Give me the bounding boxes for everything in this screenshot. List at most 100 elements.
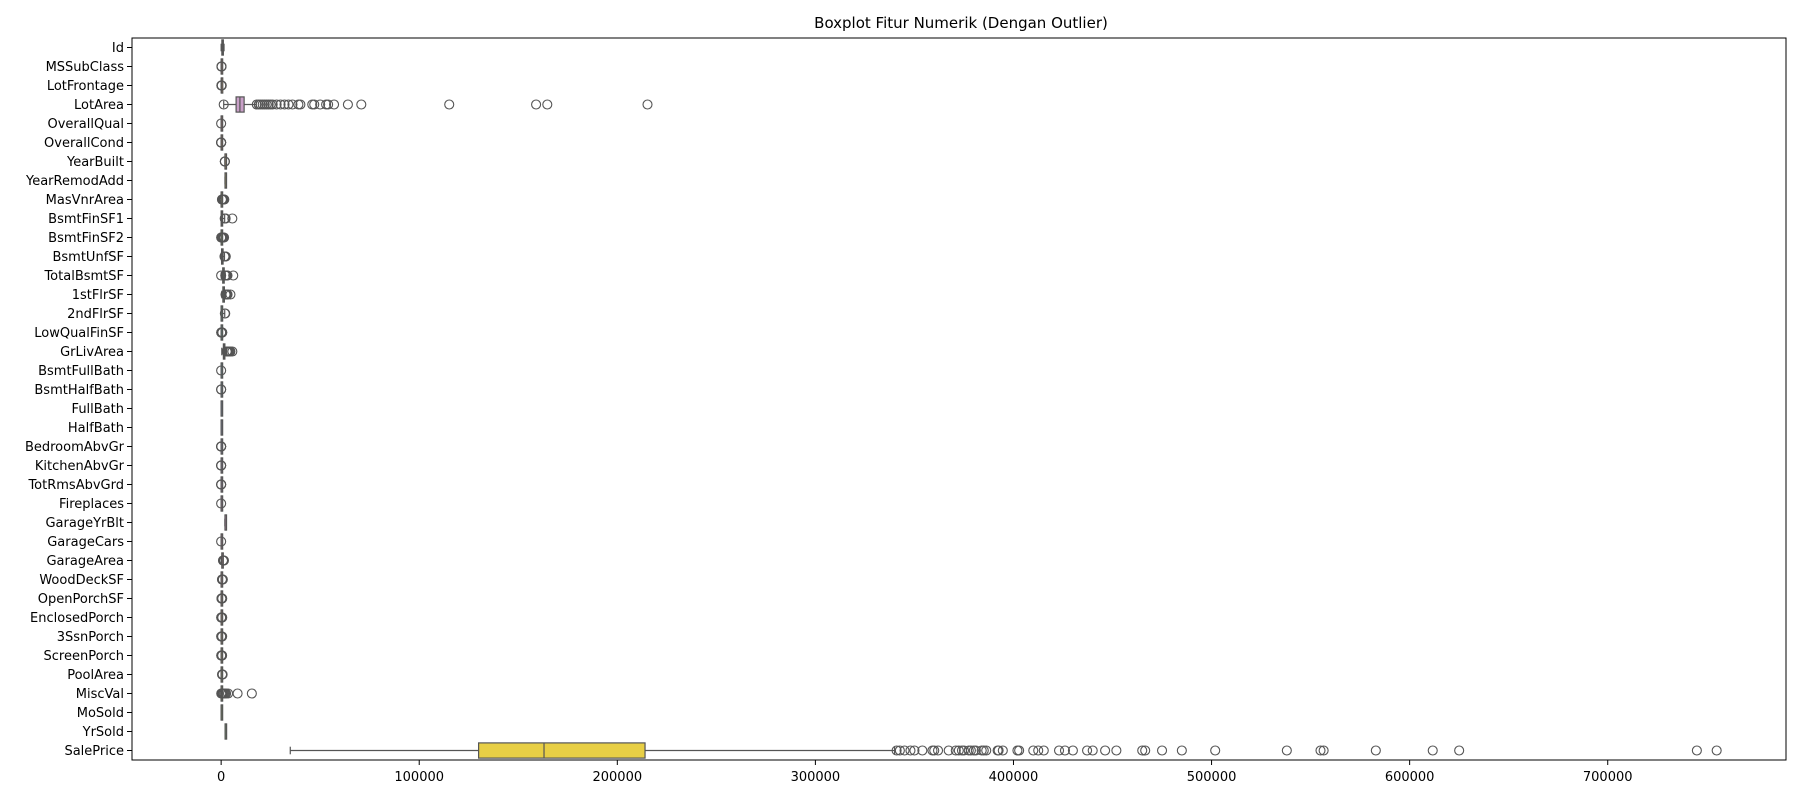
x-axis: 0 100000 200000 300000 400000 500000 600000 700…: [217, 760, 1633, 785]
outlier-point: [1156, 745, 1168, 756]
box-Fireplaces: [216, 495, 227, 512]
y-tick-label: BsmtUnfSF: [52, 250, 124, 265]
outlier-point: [978, 745, 989, 756]
outlier-point: [295, 99, 306, 110]
outlier-point: [981, 745, 992, 756]
outlier-point: [929, 745, 940, 756]
outlier-point: [216, 498, 227, 509]
box-LowQualFinSF: [216, 324, 228, 341]
box-PoolArea: [217, 666, 228, 683]
x-tick-label: 0: [217, 770, 225, 785]
outlier-point: [216, 80, 227, 91]
outlier-point: [894, 745, 905, 756]
box-WoodDeckSF: [216, 571, 228, 588]
outlier-point: [222, 270, 233, 281]
iqr-box: [477, 742, 646, 759]
outlier-point: [219, 156, 230, 167]
outlier-point: [219, 194, 230, 205]
y-tick-label: TotRmsAbvGrd: [27, 478, 124, 493]
outlier-point: [1315, 745, 1326, 756]
y-tick-label: PoolArea: [67, 668, 124, 683]
outlier-point: [220, 213, 231, 224]
y-tick-label: YearBuilt: [66, 155, 124, 170]
outlier-point: [932, 745, 944, 756]
outlier-point: [279, 99, 290, 110]
outlier-point: [1038, 745, 1049, 756]
outlier-point: [218, 555, 229, 566]
box-MiscVal: [216, 685, 257, 702]
y-tick-label: ScreenPorch: [44, 649, 124, 664]
y-tick-label: OverallCond: [44, 136, 124, 151]
plot-frame: [131, 37, 1787, 761]
y-axis: Id MSSubClass LotFrontage LotArea OverallQua…: [25, 41, 132, 759]
box-GarageCars: [216, 533, 227, 550]
outlier-point: [216, 137, 227, 148]
y-tick-label: MiscVal: [76, 687, 124, 702]
box-TotalBsmtSF: [216, 267, 239, 284]
outlier-point: [217, 327, 228, 338]
box-BsmtFullBath: [216, 362, 227, 379]
outlier-point: [216, 441, 227, 452]
outlier-point: [216, 460, 227, 471]
outlier-point: [899, 745, 910, 756]
y-tick-label: EnclosedPorch: [30, 611, 124, 626]
outlier-point: [222, 289, 233, 300]
outlier-point: [965, 745, 976, 756]
box-BsmtHalfBath: [216, 381, 227, 398]
outlier-point: [444, 99, 455, 110]
y-tick-label: LotArea: [74, 98, 124, 113]
x-tick-label: 100000: [394, 770, 444, 785]
box-TotRmsAbvGrd: [216, 476, 227, 493]
outlier-point: [542, 99, 553, 110]
outlier-point: [1140, 745, 1151, 756]
y-tick-label: BsmtFullBath: [38, 364, 124, 379]
box-YearBuilt: [219, 153, 230, 170]
y-tick-label: MoSold: [77, 706, 124, 721]
y-tick-label: BsmtFinSF2: [48, 231, 124, 246]
outlier-point: [342, 99, 353, 110]
x-tick-label: 400000: [989, 770, 1039, 785]
outlier-point: [1210, 745, 1221, 756]
box-BsmtFinSF1: [219, 210, 238, 227]
outlier-point: [227, 213, 238, 224]
outlier-point: [1370, 745, 1381, 756]
outlier-point: [958, 745, 970, 756]
outlier-point: [293, 99, 304, 110]
outlier-point: [356, 99, 367, 110]
y-tick-label: HalfBath: [68, 421, 124, 436]
box-OverallCond: [216, 134, 227, 151]
outlier-point: [1059, 745, 1071, 756]
outlier-point: [217, 631, 228, 642]
outlier-point: [216, 365, 227, 376]
x-tick-label: 300000: [791, 770, 841, 785]
y-tick-label: TotalBsmtSF: [43, 269, 124, 284]
outlier-point: [323, 99, 334, 110]
outlier-point: [328, 99, 340, 110]
y-tick-label: FullBath: [72, 402, 124, 417]
outlier-point: [950, 745, 961, 756]
y-tick-label: GrLivArea: [60, 345, 124, 360]
box-OverallQual: [216, 115, 227, 132]
x-tick-label: 700000: [1583, 770, 1633, 785]
outlier-point: [909, 745, 920, 756]
outlier-point: [283, 99, 294, 110]
box-GarageYrBlt: [224, 514, 228, 531]
y-tick-label: OpenPorchSF: [38, 592, 124, 607]
box-BedroomAbvGr: [216, 438, 227, 455]
outlier-point: [219, 232, 230, 243]
outlier-point: [1087, 745, 1098, 756]
outlier-point: [1711, 745, 1722, 756]
y-tick-label: Id: [112, 41, 124, 56]
outlier-point: [1028, 745, 1039, 756]
outlier-point: [1100, 745, 1111, 756]
box-YearRemodAdd: [224, 172, 228, 189]
box-1stFlrSF: [220, 286, 236, 303]
outlier-point: [943, 745, 954, 756]
outlier-point: [993, 745, 1004, 756]
box-MoSold: [220, 704, 224, 721]
outlier-point: [216, 118, 227, 129]
y-tick-label: WoodDeckSF: [39, 573, 124, 588]
outlier-point: [217, 669, 228, 680]
y-tick-label: GarageCars: [47, 535, 124, 550]
outlier-point: [267, 99, 278, 110]
